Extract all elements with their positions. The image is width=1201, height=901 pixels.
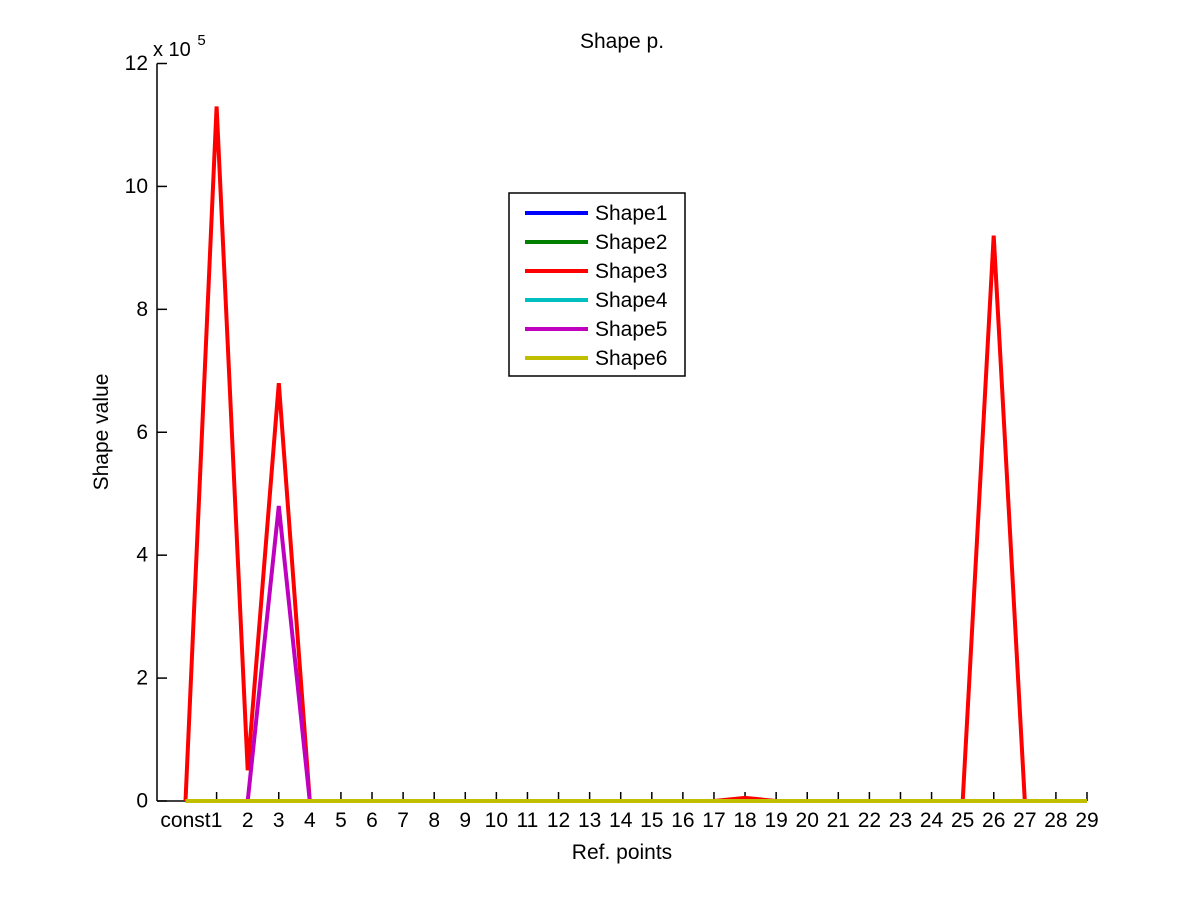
x-tick-label: 12 [547,809,570,832]
x-tick-label: const [160,809,210,832]
x-tick-label: 20 [796,809,819,832]
x-tick-label: 9 [459,809,471,832]
legend-label-shape5: Shape5 [595,318,667,341]
x-tick-label: 23 [889,809,912,832]
x-tick-label: 5 [335,809,347,832]
y-tick-label: 10 [125,175,148,198]
x-tick-label: 7 [397,809,409,832]
y-tick-label: 8 [136,298,148,321]
x-tick-label: 26 [982,809,1005,832]
x-tick-label: 8 [428,809,440,832]
x-tick-label: 15 [640,809,663,832]
x-tick-label: 19 [764,809,787,832]
y-axis-multiplier-base: x 10 [153,39,191,61]
y-tick-label: 4 [136,544,148,567]
x-tick-label: 3 [273,809,285,832]
x-tick-label: 10 [485,809,508,832]
x-tick-label: 21 [827,809,850,832]
legend-label-shape6: Shape6 [595,347,667,370]
x-tick-label: 29 [1075,809,1098,832]
y-axis-label: Shape value [90,374,113,491]
x-tick-label: 18 [733,809,756,832]
y-tick-label: 0 [136,790,148,813]
y-tick-label: 12 [125,52,148,75]
x-tick-label: 16 [671,809,694,832]
x-tick-label: 1 [211,809,223,832]
legend-label-shape4: Shape4 [595,289,668,312]
legend-label-shape3: Shape3 [595,260,667,283]
series-line-shape5 [185,505,1087,803]
y-tick-label: 6 [136,421,148,444]
y-axis-multiplier-exponent: 5 [197,32,205,49]
y-axis-multiplier: x 10 5 [153,32,206,61]
legend-box [508,192,686,377]
x-tick-label: 11 [517,809,539,832]
x-tick-label: 2 [242,809,254,832]
series-layer [183,106,1087,803]
x-tick-label: 28 [1044,809,1067,832]
x-tick-label: 13 [578,809,601,832]
legend-label-shape1: Shape1 [595,202,667,225]
x-tick-label: 24 [920,809,944,832]
legend-label-shape2: Shape2 [595,231,667,254]
x-tick-label: 4 [304,809,316,832]
x-axis-label: Ref. points [572,841,672,864]
y-tick-label: 2 [136,667,148,690]
legend-layer: Shape1 Shape2 Shape3 Shape4 Shape5 Shape6 [508,192,686,377]
x-tick-label: 27 [1013,809,1036,832]
x-tick-label: 6 [366,809,378,832]
x-tick-label: 17 [702,809,725,832]
x-tick-label: 22 [858,809,881,832]
x-tick-label: 14 [609,809,633,832]
x-tick-label: 25 [951,809,974,832]
chart-title: Shape p. [580,30,664,53]
